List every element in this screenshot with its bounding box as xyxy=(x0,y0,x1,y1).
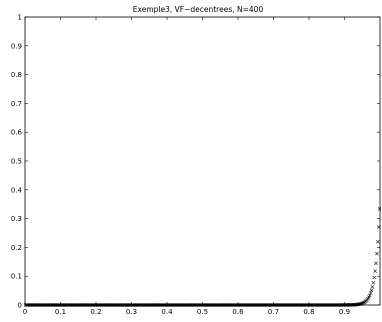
x-tick-label: 0 xyxy=(23,308,27,316)
data-point-marker xyxy=(375,239,380,244)
y-tick-label: 0.3 xyxy=(11,215,22,223)
x-tick-label: 0.4 xyxy=(161,308,173,316)
x-tick-label: 0.7 xyxy=(268,308,279,316)
x-tick-label: 0.5 xyxy=(197,308,208,316)
data-point-marker xyxy=(367,295,371,299)
x-tick-label: 0.1 xyxy=(55,308,66,316)
x-tick-label: 0.6 xyxy=(232,308,244,316)
data-point-marker xyxy=(360,301,364,306)
y-tick-label: 0.5 xyxy=(11,158,22,166)
plot-area: 0 0.1 0.2 0.3 0.4 0.5 0.6 0.7 0.8 0.9 0 0.1 0.2 0.3 0.… xyxy=(11,14,382,316)
data-point-marker xyxy=(374,261,378,266)
y-tick-label: 0.6 xyxy=(11,129,23,137)
data-point-marker xyxy=(376,225,381,229)
y-tick-label: 0.7 xyxy=(11,100,22,108)
data-point-marker xyxy=(370,285,375,289)
x-tick-label: 0.9 xyxy=(339,308,350,316)
plot-frame xyxy=(24,16,381,306)
x-tick-label: 0.8 xyxy=(303,308,314,316)
data-point-marker xyxy=(371,280,376,285)
y-tick-label: 1 xyxy=(18,14,22,22)
data-point-marker xyxy=(372,275,377,280)
data-point-marker xyxy=(368,291,373,295)
y-tick-label: 0.1 xyxy=(11,273,22,281)
data-point-marker xyxy=(367,293,372,298)
y-tick-label: 0.8 xyxy=(11,71,22,79)
data-point-marker xyxy=(369,288,374,293)
data-point-marker xyxy=(360,301,365,305)
y-tick-label: 0.9 xyxy=(11,42,22,50)
chart-title: Exemple3, VF−decentrees, N=400 xyxy=(133,5,264,14)
y-tick-label: 0 xyxy=(18,302,22,310)
y-tick-label: 0.4 xyxy=(11,186,23,194)
x-tick-label: 0.3 xyxy=(126,308,137,316)
data-point-marker xyxy=(373,269,377,273)
data-point-marker xyxy=(375,251,379,256)
y-tick-label: 0.2 xyxy=(11,244,22,252)
data-point-marker xyxy=(377,207,382,211)
x-tick-label: 0.2 xyxy=(90,308,101,316)
